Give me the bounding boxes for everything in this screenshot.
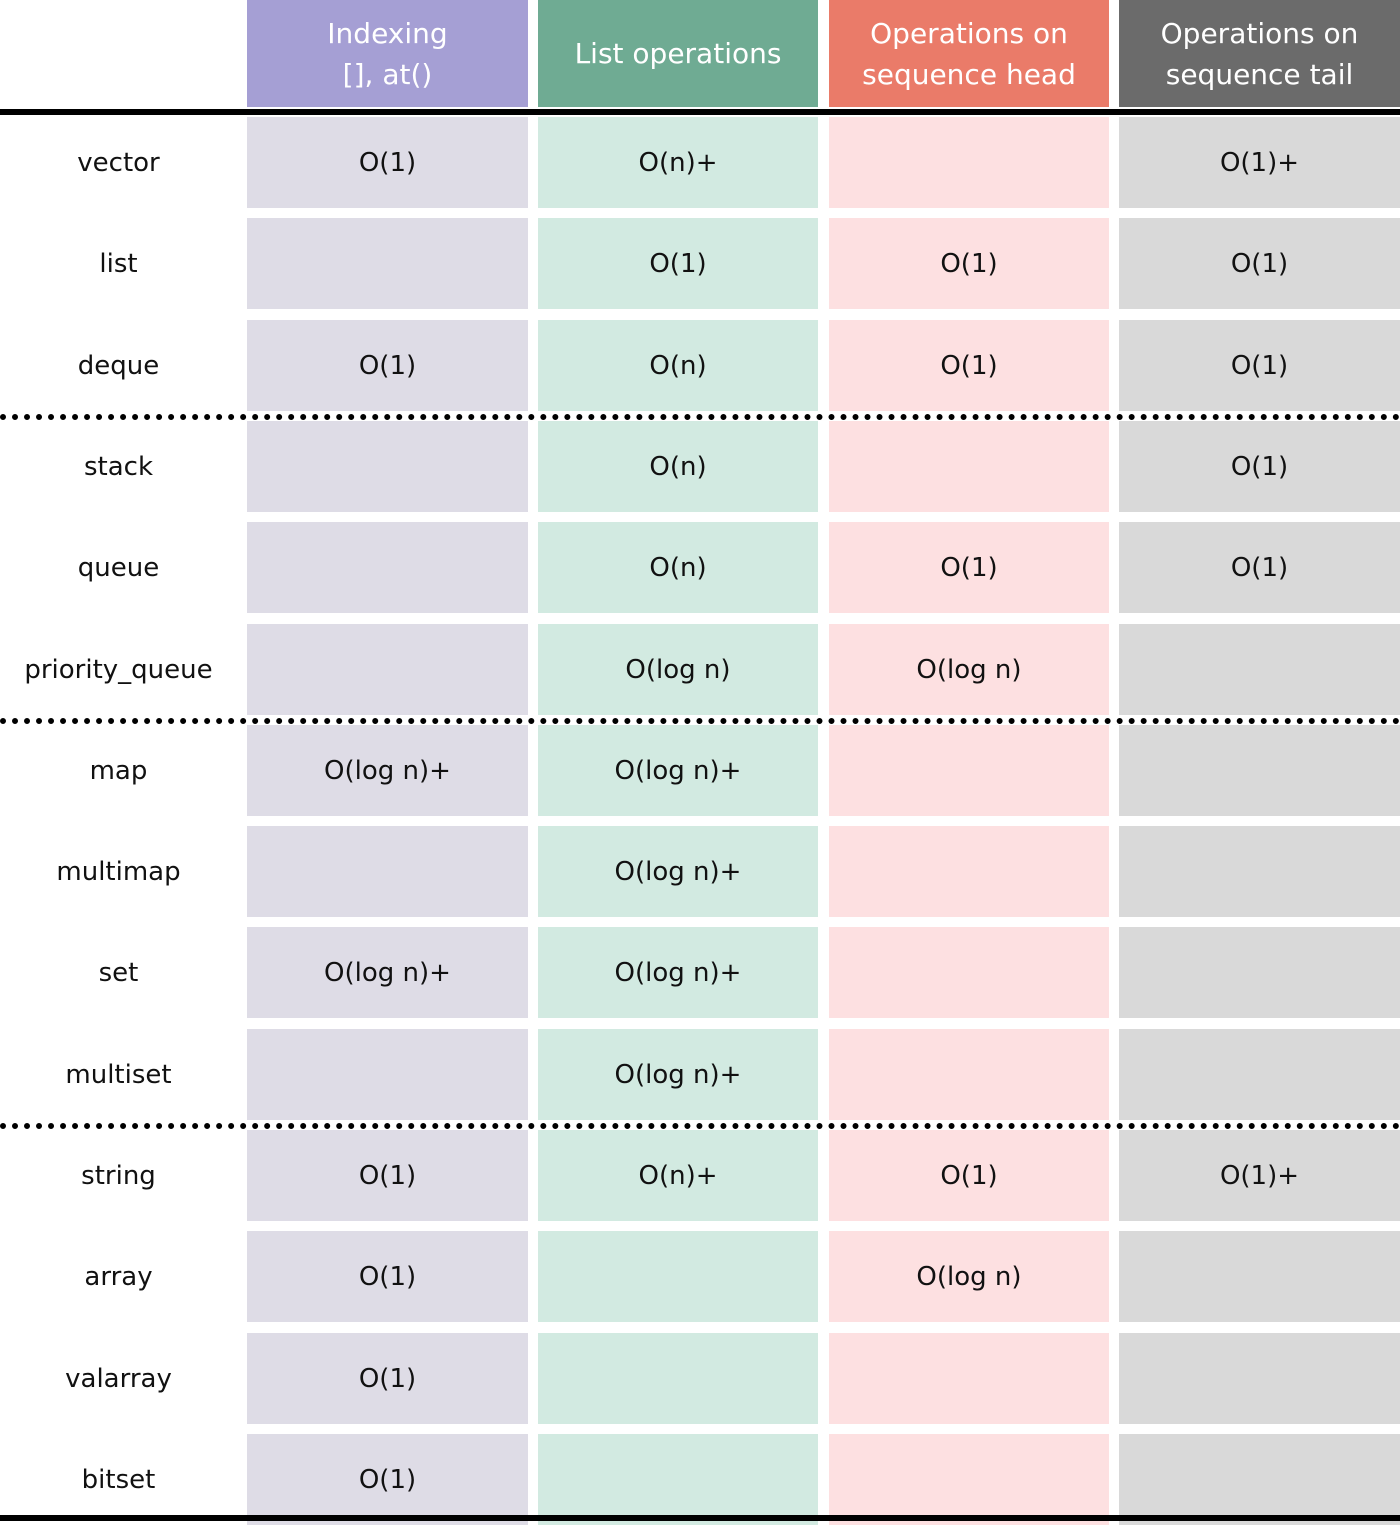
cell-list-operations: O(log n)+ [538,927,818,1018]
cell-list-operations: O(log n)+ [538,725,818,816]
header-tail-operations: Operations on sequence tail [1119,0,1400,107]
cell-head-operations [829,421,1109,512]
cell-tail-operations: O(1)+ [1119,1130,1400,1221]
header-line: sequence head [862,57,1076,91]
header-line: Operations on [1160,16,1359,50]
cell-tail-operations: O(1) [1119,218,1400,309]
group-divider [0,414,1400,420]
cell-indexing: O(1) [247,1434,528,1525]
cell-head-operations: O(log n) [829,624,1109,715]
header-line: List operations [574,37,782,70]
cell-head-operations [829,826,1109,917]
cell-indexing: O(1) [247,1231,528,1322]
cell-head-operations: O(1) [829,320,1109,411]
header-head-operations: Operations on sequence head [829,0,1109,107]
cell-head-operations: O(1) [829,218,1109,309]
header-line: Indexing [327,16,448,50]
cell-head-operations: O(1) [829,522,1109,613]
cell-tail-operations: O(1) [1119,421,1400,512]
cell-list-operations [538,1333,818,1424]
row-label-deque: deque [77,350,160,381]
cell-head-operations [829,1029,1109,1120]
cell-indexing: O(log n)+ [247,927,528,1018]
cell-head-operations [829,117,1109,208]
cell-indexing [247,218,528,309]
cell-list-operations [538,1231,818,1322]
row-label-string: string [81,1160,156,1191]
header-line: Operations on [870,16,1068,50]
cell-indexing [247,421,528,512]
cell-indexing: O(1) [247,320,528,411]
cell-indexing [247,1029,528,1120]
cell-list-operations: O(log n) [538,624,818,715]
cell-list-operations: O(n) [538,320,818,411]
header-line: sequence tail [1165,57,1354,91]
cell-tail-operations [1119,927,1400,1018]
row-label-set: set [98,957,139,988]
cell-list-operations: O(n)+ [538,1130,818,1221]
row-label-valarray: valarray [65,1363,172,1394]
row-label-vector: vector [77,147,160,178]
row-label-priority-queue: priority_queue [24,654,213,685]
header-line: [], at() [342,57,433,91]
cell-indexing [247,624,528,715]
cell-list-operations [538,1434,818,1525]
row-label-map: map [89,755,148,786]
row-label-stack: stack [83,451,154,482]
cell-indexing: O(1) [247,1130,528,1221]
row-label-queue: queue [77,552,160,583]
cell-head-operations: O(log n) [829,1231,1109,1322]
bottom-rule [0,1515,1400,1521]
cell-head-operations [829,927,1109,1018]
group-divider [0,718,1400,724]
header-list-operations: List operations [538,0,818,107]
cell-list-operations: O(1) [538,218,818,309]
cell-head-operations [829,725,1109,816]
cell-tail-operations [1119,1231,1400,1322]
header-indexing: Indexing [], at() [247,0,528,107]
cell-head-operations [829,1333,1109,1424]
row-label-multiset: multiset [65,1059,172,1090]
row-label-bitset: bitset [81,1464,156,1495]
header-rule [0,109,1400,115]
group-divider [0,1123,1400,1129]
cell-indexing [247,826,528,917]
cell-tail-operations [1119,725,1400,816]
cell-indexing: O(log n)+ [247,725,528,816]
cell-head-operations [829,1434,1109,1525]
cell-list-operations: O(n) [538,421,818,512]
cell-list-operations: O(log n)+ [538,1029,818,1120]
cell-tail-operations [1119,826,1400,917]
cell-tail-operations [1119,1029,1400,1120]
cell-tail-operations [1119,1333,1400,1424]
cell-list-operations: O(n) [538,522,818,613]
cell-tail-operations: O(1) [1119,320,1400,411]
cell-tail-operations: O(1) [1119,522,1400,613]
cell-tail-operations [1119,1434,1400,1525]
cell-tail-operations [1119,624,1400,715]
cell-head-operations: O(1) [829,1130,1109,1221]
cell-indexing: O(1) [247,117,528,208]
row-label-array: array [84,1261,153,1292]
row-label-list: list [99,248,138,279]
cell-indexing: O(1) [247,1333,528,1424]
cell-list-operations: O(n)+ [538,117,818,208]
cell-indexing [247,522,528,613]
cell-tail-operations: O(1)+ [1119,117,1400,208]
cell-list-operations: O(log n)+ [538,826,818,917]
row-label-multimap: multimap [56,856,181,887]
